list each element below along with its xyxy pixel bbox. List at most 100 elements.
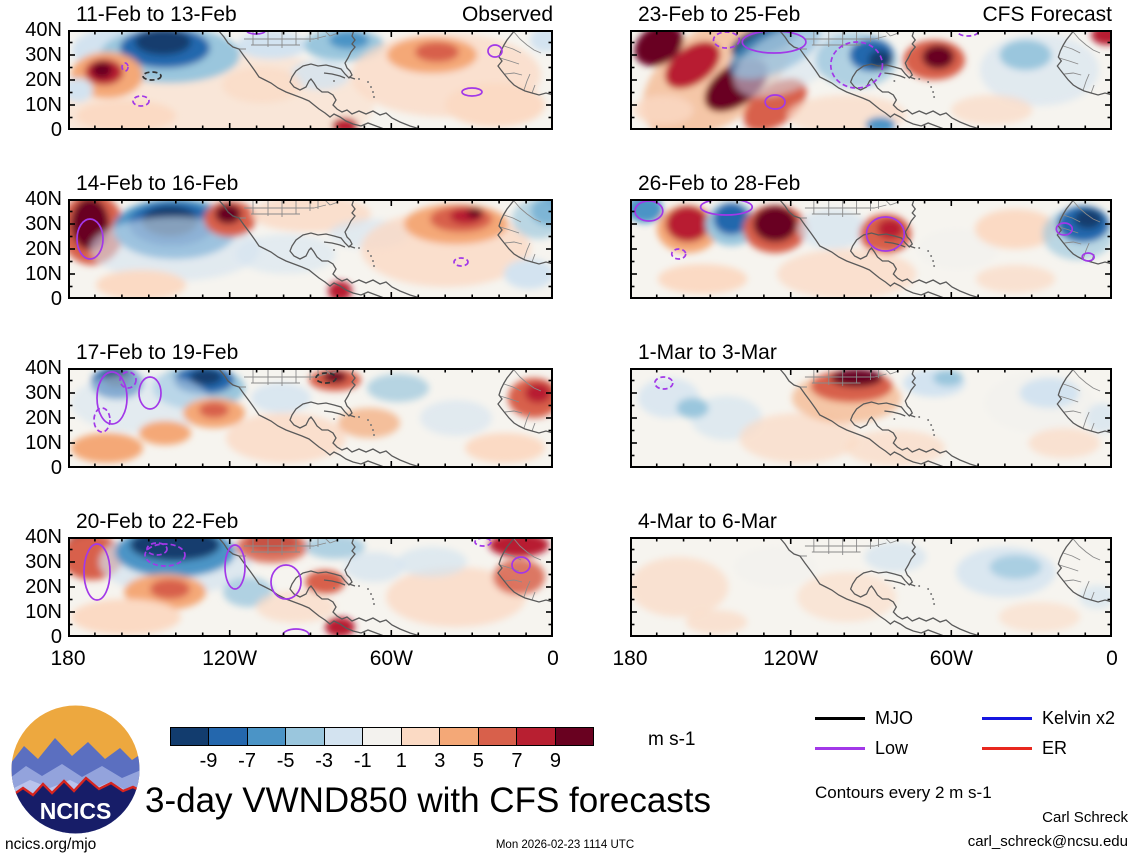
legend-line [982,747,1032,750]
lon-tick-label: 0 [547,647,559,670]
legend-label: ER [1042,738,1068,758]
map-plot [630,537,1112,637]
colorbar-segment [478,728,518,745]
contour-note: Contours every 2 m s-1 [815,783,992,802]
map-panel [68,537,553,637]
panel-title: 26-Feb to 28-Feb [638,172,801,195]
legend-line [815,747,865,750]
colorbar-tick-label: -7 [238,750,256,772]
timestamp: Mon 2026-02-23 1114 UTC [495,839,635,851]
figure-title: 3-day VWND850 with CFS forecasts [145,781,712,820]
colorbar [170,727,594,746]
author-name: Carl Schreck [1042,809,1128,826]
colorbar-segment [209,728,248,745]
colorbar-segment [247,728,287,745]
colorbar-tick-label: -5 [276,750,295,772]
map-plot [68,30,553,130]
colorbar-tick-label: 1 [395,750,407,772]
lat-tick-label: 40N [25,188,62,210]
lat-tick-label: 0 [50,457,62,479]
panel-title: 23-Feb to 25-Feb [638,3,801,26]
legend-item: Kelvin x2 [982,708,1115,729]
lat-tick-label: 0 [50,626,62,648]
lat-tick-label: 0 [50,119,62,141]
site-url: ncics.org/mjo [5,836,97,853]
legend-label: Kelvin x2 [1042,708,1116,728]
wave-legend: MJO Kelvin x2 Low ER [815,708,1115,759]
panel-title: 1-Mar to 3-Mar [638,341,777,364]
colorbar-tick-label: 7 [511,750,523,772]
colorbar-tick-label: -3 [315,750,334,772]
colorbar-units: m s-1 [648,729,696,750]
wave-contours [93,371,337,433]
lon-tick-label: 0 [1106,647,1118,670]
map-panel [68,368,553,468]
colorbar-segment [286,728,325,745]
colorbar-segment [517,728,556,745]
map-plot [68,199,553,299]
legend-line [815,717,865,720]
lat-tick-label: 40N [25,357,62,379]
lat-tick-label: 30N [25,382,62,404]
lat-tick-label: 40N [25,526,62,548]
lat-tick-label: 20N [25,69,62,91]
colorbar-tick-label: -1 [353,750,372,772]
map-panel [630,30,1112,130]
lat-tick-label: 30N [25,213,62,235]
panel-corner-label: Observed [461,3,553,26]
lat-tick-label: 20N [25,238,62,260]
panel-title: 17-Feb to 19-Feb [76,341,239,364]
map-plot [68,368,553,468]
lat-tick-label: 30N [25,44,62,66]
lat-tick-label: 10N [25,432,62,454]
colorbar-segment [324,728,364,745]
lon-tick-label: 60W [369,647,413,670]
colorbar-segment [555,728,593,745]
colorbar-segment [363,728,402,745]
lat-tick-label: 10N [25,94,62,116]
map-panel [68,199,553,299]
map-plot [630,199,1112,299]
map-plot [68,537,553,637]
colorbar-tick-label: 3 [434,750,446,772]
lon-tick-label: 120W [202,647,258,670]
colorbar-segment [401,728,441,745]
colorbar-tick-label: 9 [549,750,562,772]
panel-title: 20-Feb to 22-Feb [76,510,239,533]
lat-tick-label: 0 [50,288,62,310]
ncics-logo: NCICS [11,705,140,834]
lon-tick-label: 180 [50,647,86,670]
legend-label: Low [875,738,909,758]
panel-title: 11-Feb to 13-Feb [76,3,237,26]
legend-item: Low [815,738,982,759]
legend-line [982,717,1032,720]
map-panel [630,199,1112,299]
legend-item: ER [982,738,1115,759]
author-email: carl_schreck@ncsu.edu [967,833,1128,850]
lat-tick-label: 20N [25,407,62,429]
colorbar-tick-label: -9 [199,750,218,772]
lat-tick-label: 10N [25,601,62,623]
logo-text: NCICS [40,798,112,824]
lat-tick-label: 20N [25,576,62,598]
colorbar-tick-label: 5 [472,750,484,772]
map-plot [630,368,1112,468]
wave-contours [83,537,531,637]
panel-title: 14-Feb to 16-Feb [76,172,239,195]
panel-title: 4-Mar to 6-Mar [638,510,777,533]
wave-contours [654,376,674,390]
map-plot [630,30,1112,130]
colorbar-segment [440,728,479,745]
panel-corner-label: CFS Forecast [982,3,1112,26]
map-panel [630,368,1112,468]
lat-tick-label: 10N [25,263,62,285]
map-panel [68,30,553,130]
logo-red-ridge [11,776,140,798]
wave-contours [76,218,469,267]
lat-tick-label: 40N [25,19,62,41]
colorbar-segment [171,728,210,745]
legend-item: MJO [815,708,982,729]
lon-tick-label: 60W [929,647,973,670]
map-panel [630,537,1112,637]
